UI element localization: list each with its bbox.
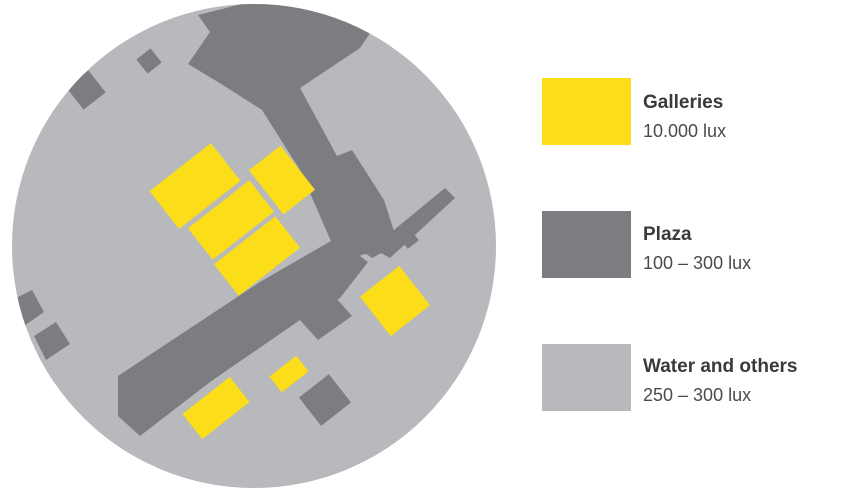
plaza-left-notch [34,322,70,360]
plaza-lower-right [300,298,352,340]
gallery-zones [149,143,431,440]
plaza-small-notch [399,229,419,249]
gallery-4 [213,216,301,296]
gallery-7 [269,355,309,393]
galleries-label: Galleries [643,92,724,113]
plaza-lower-south [180,318,260,380]
plaza-bottom-block [298,374,352,426]
galleries-swatch [542,78,631,145]
galleries-value: 10.000 lux [643,121,727,141]
water-swatch [542,344,631,411]
plaza-label: Plaza [643,224,692,245]
gallery-2 [249,145,315,215]
gallery-1 [149,143,241,229]
water-label: Water and others [643,356,798,377]
gallery-6 [182,376,250,440]
plaza-right-arm [372,188,455,258]
plaza-top-block [188,4,372,110]
plaza-small-square [136,48,162,74]
gallery-3 [187,180,275,260]
lighting-zone-map [12,4,496,488]
gallery-5 [359,265,431,337]
water-value: 250 – 300 lux [643,385,752,405]
plaza-swatch [542,211,631,278]
plaza-value: 100 – 300 lux [643,253,752,273]
plaza-right-building [322,150,398,258]
